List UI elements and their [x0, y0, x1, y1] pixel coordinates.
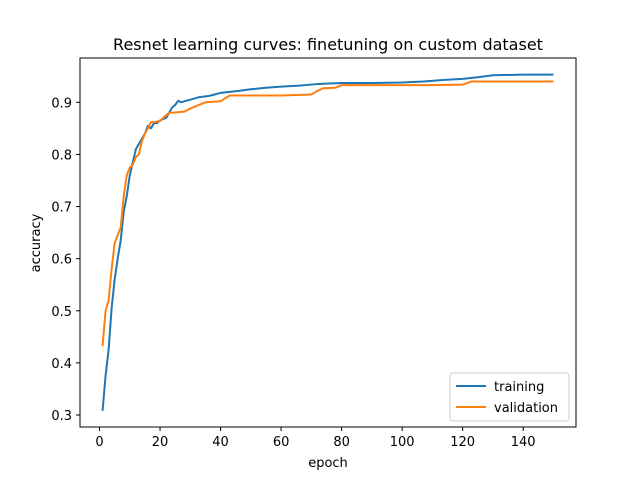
y-tick-label: 0.9: [51, 96, 72, 111]
series-line-validation: [101, 80, 554, 347]
x-axis-label: epoch: [308, 456, 348, 471]
x-tick-label: 80: [333, 435, 350, 450]
x-tick-label: 40: [212, 435, 229, 450]
legend-training-label: training: [494, 380, 544, 395]
plot-frame: [79, 57, 577, 428]
y-tick-label: 0.8: [51, 148, 72, 163]
chart-title: Resnet learning curves: finetuning on cu…: [113, 35, 543, 54]
legend-validation-label: validation: [494, 401, 558, 416]
x-tick-label: 20: [152, 435, 169, 450]
axes-ticks: 0 20 40 60 80 100 120 140 0.3 0.4 0.5 0.6 0.7 0.8 0.9: [51, 96, 535, 450]
x-tick-label: 60: [273, 435, 290, 450]
y-tick-label: 0.4: [51, 357, 72, 372]
x-tick-label: 140: [511, 435, 536, 450]
y-tick-label: 0.6: [51, 253, 72, 268]
x-tick-label: 100: [390, 435, 415, 450]
y-axis-label: accuracy: [29, 213, 44, 272]
series-line-training: [101, 73, 554, 411]
x-tick-label: 120: [450, 435, 475, 450]
y-tick-label: 0.7: [51, 201, 72, 216]
y-tick-label: 0.5: [51, 305, 72, 320]
legend: training validation: [449, 372, 570, 422]
x-tick-label: 0: [95, 435, 103, 450]
y-tick-label: 0.3: [51, 409, 72, 424]
plot-area: [101, 73, 554, 411]
